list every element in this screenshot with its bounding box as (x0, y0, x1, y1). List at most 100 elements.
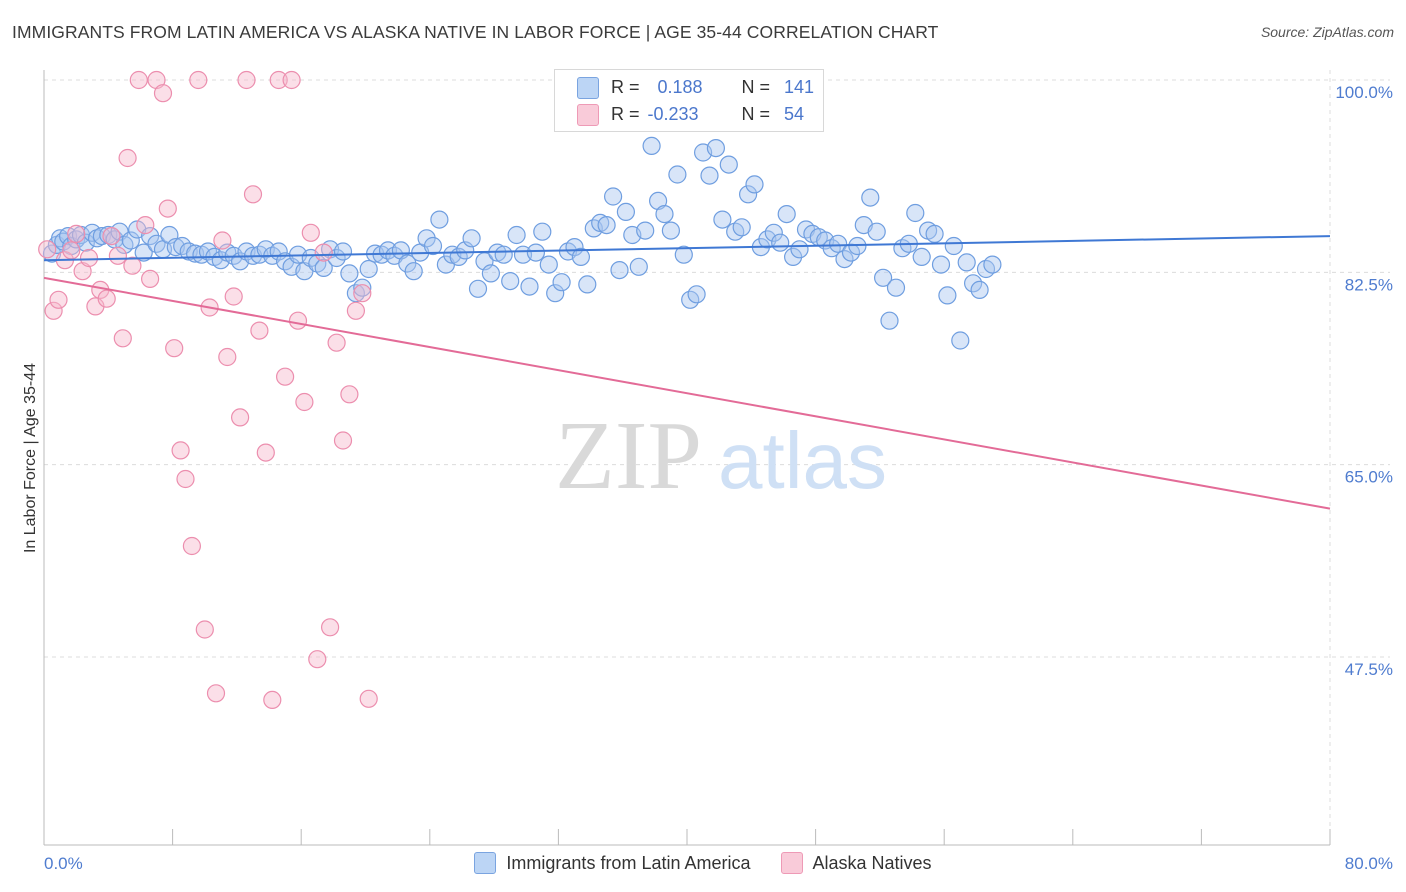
point-alaska-natives (333, 431, 353, 450)
point-alaska-natives (189, 70, 208, 90)
point-alaska-natives (231, 408, 250, 427)
r-value: 0.188 (657, 77, 703, 97)
point-latin-america (578, 275, 597, 294)
axis-labels: 47.5% 65.0% 82.5% 100.0% 0.0% 80.0% In Labor F… (22, 83, 1393, 873)
stats-legend: R = 0.188 N = 141 R = -0.233 N = 54 (554, 69, 824, 132)
point-latin-america (713, 210, 732, 229)
point-alaska-natives (102, 227, 121, 246)
point-alaska-natives (136, 216, 155, 235)
point-alaska-natives (237, 70, 256, 90)
point-alaska-natives (49, 290, 68, 309)
point-alaska-natives (153, 84, 173, 103)
legend-item-alaska-natives[interactable]: Alaska Natives (780, 852, 932, 874)
series-legend: Immigrants from Latin America Alaska Nat… (0, 852, 1406, 874)
point-alaska-natives (314, 243, 333, 262)
point-latin-america (970, 280, 989, 299)
point-latin-america (494, 245, 513, 264)
legend-item-latin-america[interactable]: Immigrants from Latin America (474, 852, 751, 874)
point-alaska-natives (113, 329, 132, 348)
point-alaska-natives (243, 185, 263, 204)
point-alaska-natives (165, 339, 184, 358)
point-latin-america (867, 222, 886, 241)
series-swatch-icon (577, 76, 599, 99)
point-latin-america (873, 268, 893, 287)
point-latin-america (790, 240, 809, 259)
point-alaska-natives (321, 618, 340, 637)
point-latin-america (468, 279, 488, 298)
point-latin-america (121, 231, 140, 250)
point-latin-america (610, 261, 629, 280)
legend-swatch-icon (474, 852, 497, 874)
point-latin-america (629, 257, 648, 276)
point-latin-america (546, 284, 565, 303)
point-latin-america (359, 259, 378, 279)
chart-title: IMMIGRANTS FROM LATIN AMERICA VS ALASKA … (12, 22, 939, 42)
point-latin-america (571, 247, 591, 266)
point-alaska-natives (206, 684, 226, 703)
y-tick-label: 65.0% (1345, 468, 1393, 487)
point-alaska-natives (171, 441, 190, 460)
data-points (38, 70, 1002, 710)
point-latin-america (616, 202, 636, 221)
x-tick-label: 80.0% (1345, 854, 1393, 873)
point-latin-america (661, 221, 681, 240)
point-alaska-natives (218, 347, 237, 367)
point-latin-america (931, 255, 951, 274)
point-latin-america (880, 311, 899, 330)
axes (43, 70, 1331, 846)
point-latin-america (340, 264, 359, 283)
point-latin-america (925, 224, 944, 243)
point-alaska-natives (353, 284, 372, 303)
source-label: Source: ZipAtlas.com (1260, 24, 1394, 40)
legend-label: Immigrants from Latin America (506, 852, 751, 873)
n-value: 54 (784, 104, 805, 124)
point-latin-america (668, 165, 687, 184)
point-latin-america (783, 247, 803, 266)
series-swatch-icon (577, 103, 599, 126)
y-tick-label: 47.5% (1345, 660, 1393, 679)
point-latin-america (745, 175, 764, 194)
point-latin-america (507, 225, 526, 245)
point-alaska-natives (38, 240, 57, 259)
point-alaska-natives (359, 689, 378, 708)
point-alaska-natives (118, 148, 137, 168)
point-alaska-natives (44, 301, 63, 320)
point-latin-america (83, 223, 102, 242)
y-axis-label: In Labor Force | Age 35-44 (22, 363, 39, 553)
point-latin-america (655, 205, 674, 224)
point-latin-america (481, 264, 500, 283)
watermark-atlas: atlas (718, 416, 887, 505)
point-latin-america (906, 203, 925, 223)
n-value: 141 (784, 77, 815, 97)
stats-row-alaska-natives: R = -0.233 N = 54 (577, 101, 804, 128)
point-alaska-natives (123, 256, 142, 275)
point-latin-america (353, 278, 372, 297)
point-latin-america (886, 278, 906, 297)
point-latin-america (423, 236, 443, 256)
point-latin-america (642, 136, 661, 155)
r-value: -0.233 (647, 104, 699, 124)
point-alaska-natives (263, 690, 282, 710)
point-latin-america (533, 222, 552, 241)
point-latin-america (764, 223, 783, 242)
point-latin-america (983, 255, 1002, 274)
point-latin-america (314, 258, 333, 277)
point-alaska-natives (176, 469, 195, 489)
point-latin-america (719, 155, 738, 174)
point-alaska-natives (327, 333, 346, 352)
trend-line-latin-america (43, 235, 1331, 262)
stats-row-latin-america: R = 0.188 N = 141 (577, 74, 814, 101)
point-latin-america (771, 233, 790, 252)
point-latin-america (944, 236, 963, 256)
point-alaska-natives (141, 269, 160, 288)
point-latin-america (597, 216, 616, 235)
point-alaska-natives (295, 392, 314, 412)
point-latin-america (861, 188, 880, 207)
point-latin-america (526, 243, 546, 262)
point-alaska-natives (346, 301, 365, 320)
r-label: R = (611, 104, 640, 124)
point-alaska-natives (282, 70, 301, 90)
legend-label: Alaska Natives (812, 852, 932, 873)
point-alaska-natives (340, 385, 359, 404)
